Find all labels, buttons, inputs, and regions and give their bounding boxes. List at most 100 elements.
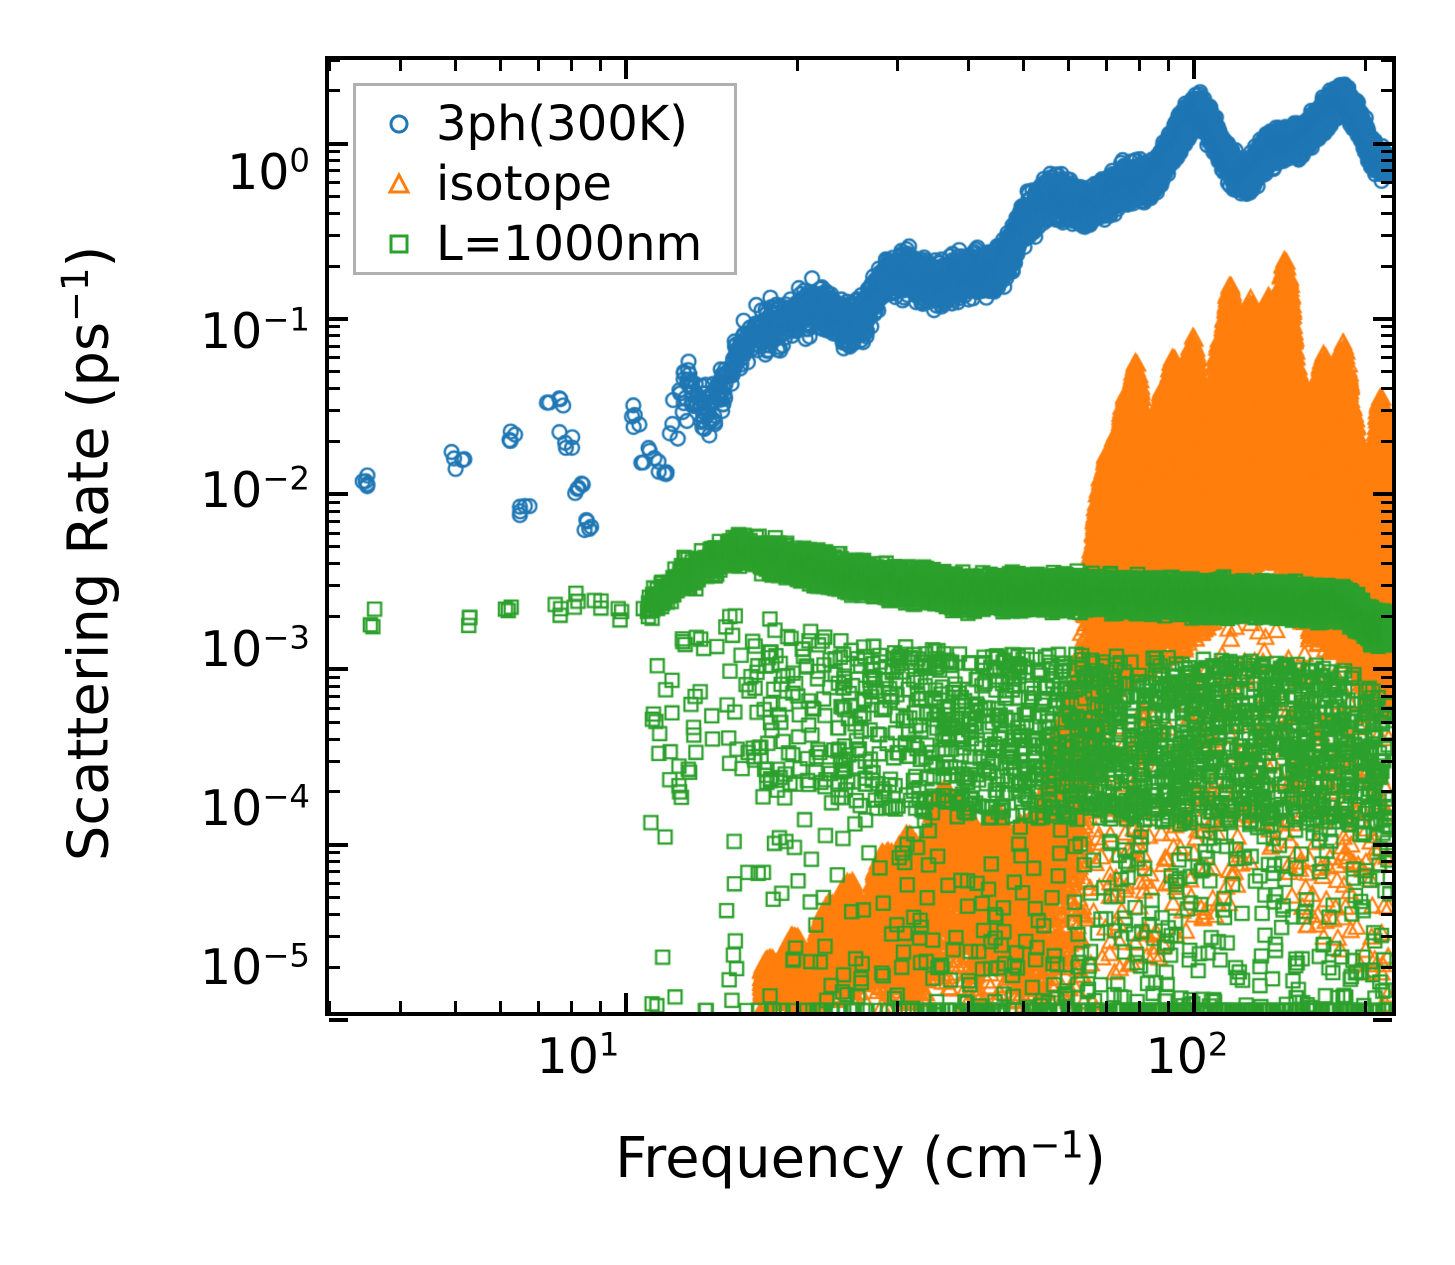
y-tick-minor [329, 211, 340, 215]
x-tick-minor [536, 1001, 540, 1012]
y-tick-minor-right [1381, 882, 1392, 886]
y-tick-minor [329, 965, 340, 969]
x-tick-minor-top [1137, 60, 1141, 71]
y-tick-label: 10−5 [199, 936, 310, 996]
y-tick-minor-right [1381, 409, 1392, 413]
legend: 3ph(300K) isotope L=1000nm [353, 83, 737, 275]
x-tick-minor [569, 1001, 573, 1012]
y-tick-minor-right [1381, 159, 1392, 163]
legend-label: isotope [436, 156, 612, 212]
y-tick-minor [329, 58, 340, 62]
y-tick-major-right [1373, 492, 1392, 497]
x-tick-minor [1137, 1001, 1141, 1012]
y-tick-major [329, 667, 348, 672]
y-tick-minor [329, 519, 340, 523]
y-tick-minor [329, 344, 340, 348]
x-tick-major [1192, 993, 1197, 1012]
y-tick-label: 10−3 [199, 618, 310, 678]
x-tick-minor [966, 1001, 970, 1012]
square-marker-icon [389, 234, 409, 254]
x-tick-minor-top [1364, 60, 1367, 71]
x-tick-minor [327, 1001, 331, 1012]
y-tick-minor-right [1381, 370, 1392, 374]
x-tick-minor [398, 1001, 402, 1012]
y-tick-label: 10−1 [199, 300, 310, 360]
y-tick-minor-right [1381, 58, 1392, 62]
x-tick-minor-top [498, 60, 502, 71]
x-tick-minor-top [895, 60, 899, 71]
x-tick-minor-top [966, 60, 970, 71]
x-tick-label: 101 [536, 1025, 620, 1085]
y-tick-label: 10−2 [199, 459, 310, 519]
y-tick-minor [329, 584, 340, 588]
x-tick-minor [1166, 1001, 1170, 1012]
y-tick-major [329, 316, 348, 321]
y-tick-minor-right [1381, 531, 1392, 535]
x-tick-minor-top [1166, 60, 1170, 71]
y-tick-minor [329, 912, 340, 916]
x-tick-minor-top [1021, 60, 1025, 71]
x-tick-minor [795, 1001, 799, 1012]
y-tick-minor-right [1381, 562, 1392, 566]
y-tick-minor-right [1381, 615, 1392, 619]
y-tick-minor [329, 387, 340, 391]
y-tick-major-right [1373, 141, 1392, 146]
y-tick-major-right [1373, 1018, 1392, 1022]
y-tick-minor [329, 500, 340, 504]
y-tick-minor-right [1381, 519, 1392, 523]
y-tick-minor-right [1381, 325, 1392, 329]
y-tick-minor [329, 706, 340, 710]
y-tick-minor [329, 759, 340, 763]
x-tick-minor [498, 1001, 502, 1012]
y-tick-minor-right [1381, 169, 1392, 173]
y-tick-minor [329, 409, 340, 413]
y-tick-minor [329, 233, 340, 237]
y-tick-minor-right [1381, 584, 1392, 588]
y-tick-minor [329, 89, 340, 93]
legend-entry-isotope[interactable]: isotope [356, 154, 734, 214]
x-tick-minor [1066, 1001, 1070, 1012]
y-tick-major-right [1373, 316, 1392, 321]
y-tick-minor-right [1381, 334, 1392, 338]
y-tick-minor-right [1381, 264, 1392, 268]
x-tick-minor [895, 1001, 899, 1012]
y-tick-minor [329, 325, 340, 329]
y-tick-minor [329, 169, 340, 173]
y-tick-minor-right [1381, 684, 1392, 688]
y-tick-minor-right [1381, 895, 1392, 899]
y-tick-label: 10−4 [199, 777, 310, 837]
y-tick-minor-right [1381, 706, 1392, 710]
y-tick-minor [329, 439, 340, 443]
y-tick-minor-right [1381, 737, 1392, 741]
y-tick-minor [329, 790, 340, 794]
y-tick-minor-right [1381, 965, 1392, 969]
legend-label: 3ph(300K) [436, 96, 688, 152]
y-tick-minor-right [1381, 150, 1392, 154]
y-tick-minor [329, 675, 340, 679]
x-tick-minor-top [795, 60, 799, 71]
legend-entry-3ph[interactable]: 3ph(300K) [356, 94, 734, 154]
x-axis-title: Frequency (cm−1) [615, 1123, 1106, 1191]
y-tick-minor-right [1381, 509, 1392, 513]
y-tick-minor [329, 684, 340, 688]
legend-label: L=1000nm [436, 216, 703, 272]
y-tick-minor-right [1381, 695, 1392, 699]
y-tick-minor [329, 860, 340, 864]
y-tick-major-right [1373, 667, 1392, 672]
legend-entry-boundary[interactable]: L=1000nm [356, 214, 734, 274]
y-tick-minor-right [1381, 344, 1392, 348]
y-tick-minor [329, 895, 340, 899]
x-tick-minor-top [327, 60, 331, 71]
x-tick-minor-top [1066, 60, 1070, 71]
y-tick-minor-right [1381, 860, 1392, 864]
x-tick-minor [1104, 1001, 1108, 1012]
y-tick-minor [329, 870, 340, 874]
y-tick-minor [329, 181, 340, 184]
y-tick-minor-right [1381, 439, 1392, 443]
y-tick-minor-right [1381, 545, 1392, 549]
y-tick-minor [329, 882, 340, 886]
x-tick-major-top [624, 60, 629, 79]
y-tick-minor [329, 356, 340, 360]
x-tick-minor-top [453, 60, 457, 71]
